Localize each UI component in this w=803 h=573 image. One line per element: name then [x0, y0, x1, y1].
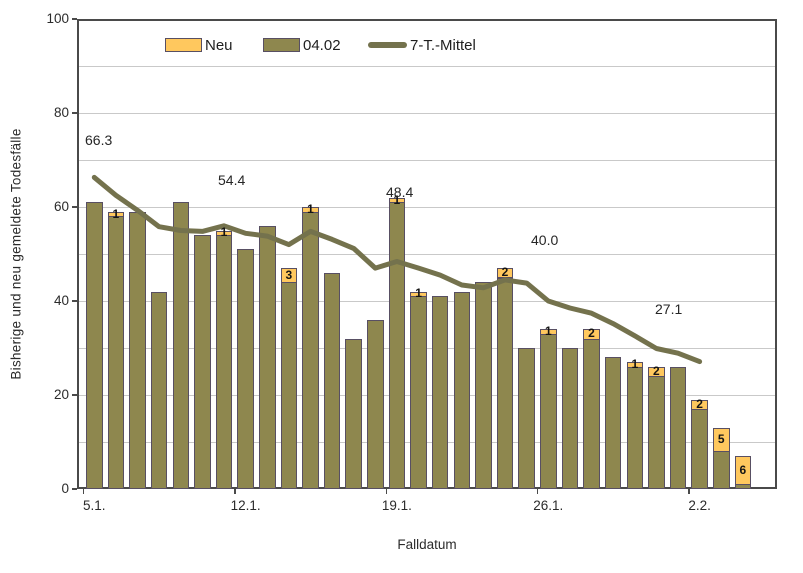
bar-0402 [561, 348, 579, 489]
legend-item-0402: 04.02 [263, 27, 341, 63]
y-axis-tick-label: 20 [53, 387, 69, 402]
bar-0402 [215, 235, 233, 489]
y-axis-tick [72, 488, 77, 490]
y-axis-tick [72, 394, 77, 396]
y-axis-title: Bisherige und neu gemeldete Todesfälle [8, 128, 24, 380]
bar-0402 [713, 451, 730, 489]
bar-0402 [150, 291, 168, 489]
bar-0402 [648, 376, 665, 489]
bar-0402 [475, 282, 492, 489]
bar-neu-label: 2 [501, 265, 509, 280]
bar-neu [691, 399, 708, 411]
bar-0402 [540, 333, 557, 489]
bar-neu-label: 1 [307, 201, 314, 216]
bar-neu-label: 6 [739, 462, 747, 477]
bar-neu-label: 2 [653, 364, 660, 378]
x-axis-tick [688, 489, 690, 494]
bar-0402 [626, 366, 643, 489]
y-axis-tick-label: 100 [46, 11, 69, 26]
gridline [79, 160, 775, 161]
bar-neu-label: 1 [544, 324, 552, 338]
bar-neu-label: 2 [588, 326, 595, 341]
bar-0402 [388, 202, 406, 489]
gridline [79, 442, 775, 443]
line-value-annotation: 40.0 [531, 232, 559, 248]
x-axis-tick [385, 489, 387, 494]
bar-neu-label: 1 [220, 225, 228, 240]
bar-neu-label: 5 [717, 432, 725, 447]
legend-label-neu: Neu [205, 36, 233, 54]
bar-0402 [453, 291, 470, 489]
y-axis-tick [72, 300, 77, 302]
legend-label-0402: 04.02 [303, 36, 341, 54]
bar-neu [734, 456, 752, 486]
plot-area [77, 19, 777, 489]
x-axis-tick-label: 12.1. [230, 498, 261, 513]
bar-0402 [431, 296, 449, 489]
x-axis-tick-label: 2.2. [688, 498, 711, 513]
x-axis-tick [536, 489, 539, 494]
bar-0402 [129, 211, 146, 489]
legend-item-7t-mittel: 7-T.-Mittel [368, 27, 476, 63]
bar-0402 [410, 296, 427, 489]
line-value-annotation: 27.1 [655, 301, 683, 317]
bar-0402 [280, 282, 298, 489]
x-axis-tick-label: 5.1. [83, 498, 106, 513]
bar-0402 [107, 216, 125, 489]
y-axis-tick-label: 40 [53, 293, 69, 308]
bar-0402 [583, 338, 600, 489]
y-axis-tick [72, 112, 77, 114]
bar-neu-label: 1 [415, 286, 422, 301]
x-axis-tick [82, 489, 85, 494]
bar-0402 [194, 235, 211, 489]
legend: Neu 04.02 7-T.-Mittel [137, 27, 535, 63]
x-axis-tick-label: 19.1. [381, 498, 412, 513]
line-value-annotation: 48.4 [386, 184, 414, 200]
y-axis-tick-label: 60 [53, 199, 69, 214]
bar-0402 [604, 357, 622, 489]
bar-neu [713, 427, 730, 453]
bar-0402 [669, 366, 687, 489]
y-axis-tick-label: 80 [53, 105, 69, 120]
legend-swatch-neu [165, 38, 202, 52]
x-axis-tick [234, 489, 236, 494]
gridline [79, 66, 775, 67]
bar-0402 [302, 211, 319, 489]
bar-neu-label: 1 [112, 206, 120, 221]
bar-0402 [691, 409, 708, 489]
bar-neu-label: 1 [631, 356, 639, 371]
y-axis-tick-label: 0 [61, 481, 69, 496]
line-value-annotation: 54.4 [218, 172, 246, 188]
gridline [79, 113, 775, 114]
y-axis-tick [72, 18, 77, 20]
bar-0402 [237, 249, 254, 489]
gridline [79, 395, 775, 396]
legend-item-neu: Neu [165, 27, 233, 63]
x-axis-tick-label: 26.1. [533, 498, 564, 513]
bar-0402 [518, 348, 535, 489]
bar-neu-label: 3 [285, 267, 293, 282]
bar-neu-label: 2 [696, 396, 703, 411]
bar-neu [648, 366, 665, 378]
bar-0402 [259, 225, 276, 489]
bar-0402 [86, 202, 103, 489]
bar-0402 [345, 338, 362, 489]
legend-label-7t-mittel: 7-T.-Mittel [410, 36, 476, 54]
bar-0402 [323, 272, 341, 489]
bar-0402 [496, 277, 514, 489]
x-axis-title: Falldatum [397, 537, 457, 552]
bar-0402 [172, 202, 189, 489]
y-axis-tick [72, 206, 77, 208]
legend-swatch-0402 [263, 38, 300, 52]
line-value-annotation: 66.3 [85, 132, 113, 148]
legend-swatch-7t-mittel-line [368, 41, 407, 49]
bar-0402 [367, 319, 384, 489]
